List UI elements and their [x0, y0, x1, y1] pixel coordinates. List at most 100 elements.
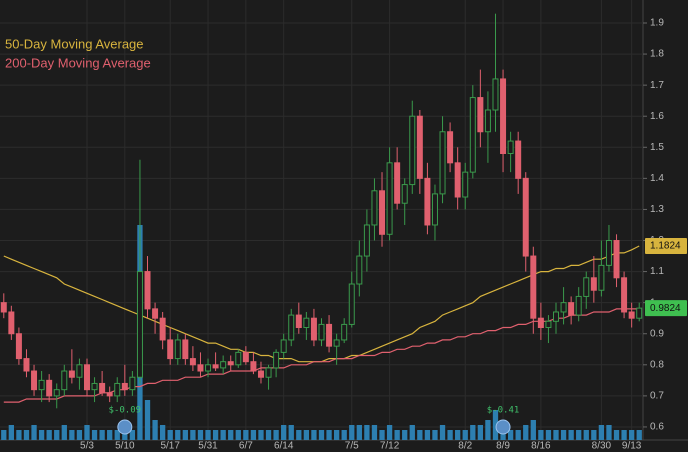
volume-bar [23, 430, 30, 440]
candle-body [348, 283, 355, 325]
x-tick-label: 8/2 [458, 441, 472, 452]
candle-body [265, 367, 272, 378]
volume-bar [485, 420, 491, 440]
candle-body [424, 177, 431, 226]
volume-bar [31, 425, 37, 440]
volume-bar [69, 430, 75, 440]
candle-body [545, 320, 552, 329]
y-tick-label: 1.5 [650, 142, 664, 153]
candle-body [575, 295, 582, 316]
candle-body [363, 224, 370, 257]
candle-body [99, 382, 106, 394]
candle-body [121, 382, 128, 391]
candle-body [136, 271, 143, 378]
volume-bar [107, 430, 113, 440]
volume-bar [152, 420, 158, 440]
earnings-label: $-0.09 [109, 406, 142, 416]
volume-bar [598, 425, 605, 440]
candle-body [53, 389, 60, 397]
candle-body [182, 339, 189, 360]
price-tag-label: 0.9824 [650, 303, 681, 314]
volume-bar [167, 430, 173, 440]
volume-bar [462, 430, 468, 440]
candle-body [280, 339, 287, 353]
price-tag [645, 237, 687, 254]
candle-body [583, 277, 590, 297]
volume-bar [16, 430, 22, 440]
volume-bar [76, 430, 83, 440]
x-tick-label: 7/5 [345, 441, 359, 452]
candle-body [341, 323, 348, 341]
volume-bar [349, 425, 355, 440]
volume-bar [144, 400, 151, 440]
volume-bar [507, 430, 514, 440]
volume-bar [333, 430, 340, 440]
candle-body [23, 358, 30, 372]
candle-body [394, 162, 401, 204]
volume-bar [523, 425, 529, 440]
volume-bar [613, 430, 620, 440]
volume-bar [545, 430, 552, 440]
candle-body [273, 351, 280, 369]
y-tick-label: 0.7 [650, 391, 664, 402]
volume-bar [228, 430, 234, 440]
candle-body [522, 177, 529, 257]
candle-body [15, 333, 22, 360]
earnings-label: $-0.41 [487, 406, 520, 416]
candle-body [431, 193, 438, 226]
volume-bar [356, 425, 362, 440]
volume-bar [621, 430, 627, 440]
volume-bar [1, 430, 7, 440]
candle-body [114, 382, 121, 397]
candle-body [250, 361, 257, 372]
candle-body [257, 370, 264, 378]
candle-body [8, 311, 15, 335]
volume-bar [114, 430, 120, 440]
candle-body [553, 311, 560, 322]
volume-bar [197, 430, 204, 440]
candle-body [152, 308, 159, 319]
volume-bar [190, 430, 196, 440]
y-tick-label: 1.9 [650, 18, 664, 29]
legend-label: 50-Day Moving Average [5, 36, 144, 51]
candle-body [129, 376, 136, 391]
volume-bar [212, 430, 219, 440]
volume-bar [326, 430, 332, 440]
volume-bar [568, 430, 574, 440]
x-tick-label: 5/3 [80, 441, 94, 452]
volume-bar [46, 430, 52, 440]
volume-bar [470, 425, 476, 440]
candle-body [636, 307, 643, 319]
volume-bar [364, 425, 370, 440]
volume-bar [432, 430, 438, 440]
volume-bar [538, 430, 544, 440]
candle-body [46, 379, 53, 397]
y-tick-label: 1.7 [650, 80, 664, 91]
candle-body [159, 317, 166, 341]
candle-body [477, 97, 484, 133]
candle-body [61, 370, 68, 391]
candle-body [416, 115, 423, 179]
x-tick-label: 7/12 [380, 441, 400, 452]
volume-bar [629, 430, 635, 440]
volume-bar [583, 430, 589, 440]
volume-bar [54, 430, 60, 440]
candle-body [605, 240, 612, 266]
volume-bar [243, 430, 249, 440]
candle-body [613, 240, 620, 279]
candle-body [454, 162, 461, 198]
volume-bar [409, 425, 415, 440]
candle-body [303, 317, 310, 329]
candle-body [310, 317, 317, 341]
candle-body [379, 190, 386, 235]
x-tick-label: 5/31 [198, 441, 218, 452]
x-tick-label: 9/13 [622, 441, 642, 452]
x-tick-label: 8/9 [496, 441, 510, 452]
volume-bar [303, 430, 310, 440]
candle-body [469, 97, 476, 173]
volume-bar [288, 425, 294, 440]
candle-body [91, 382, 98, 391]
candle-body [144, 271, 151, 310]
volume-bar [91, 430, 98, 440]
candle-body [220, 361, 227, 369]
